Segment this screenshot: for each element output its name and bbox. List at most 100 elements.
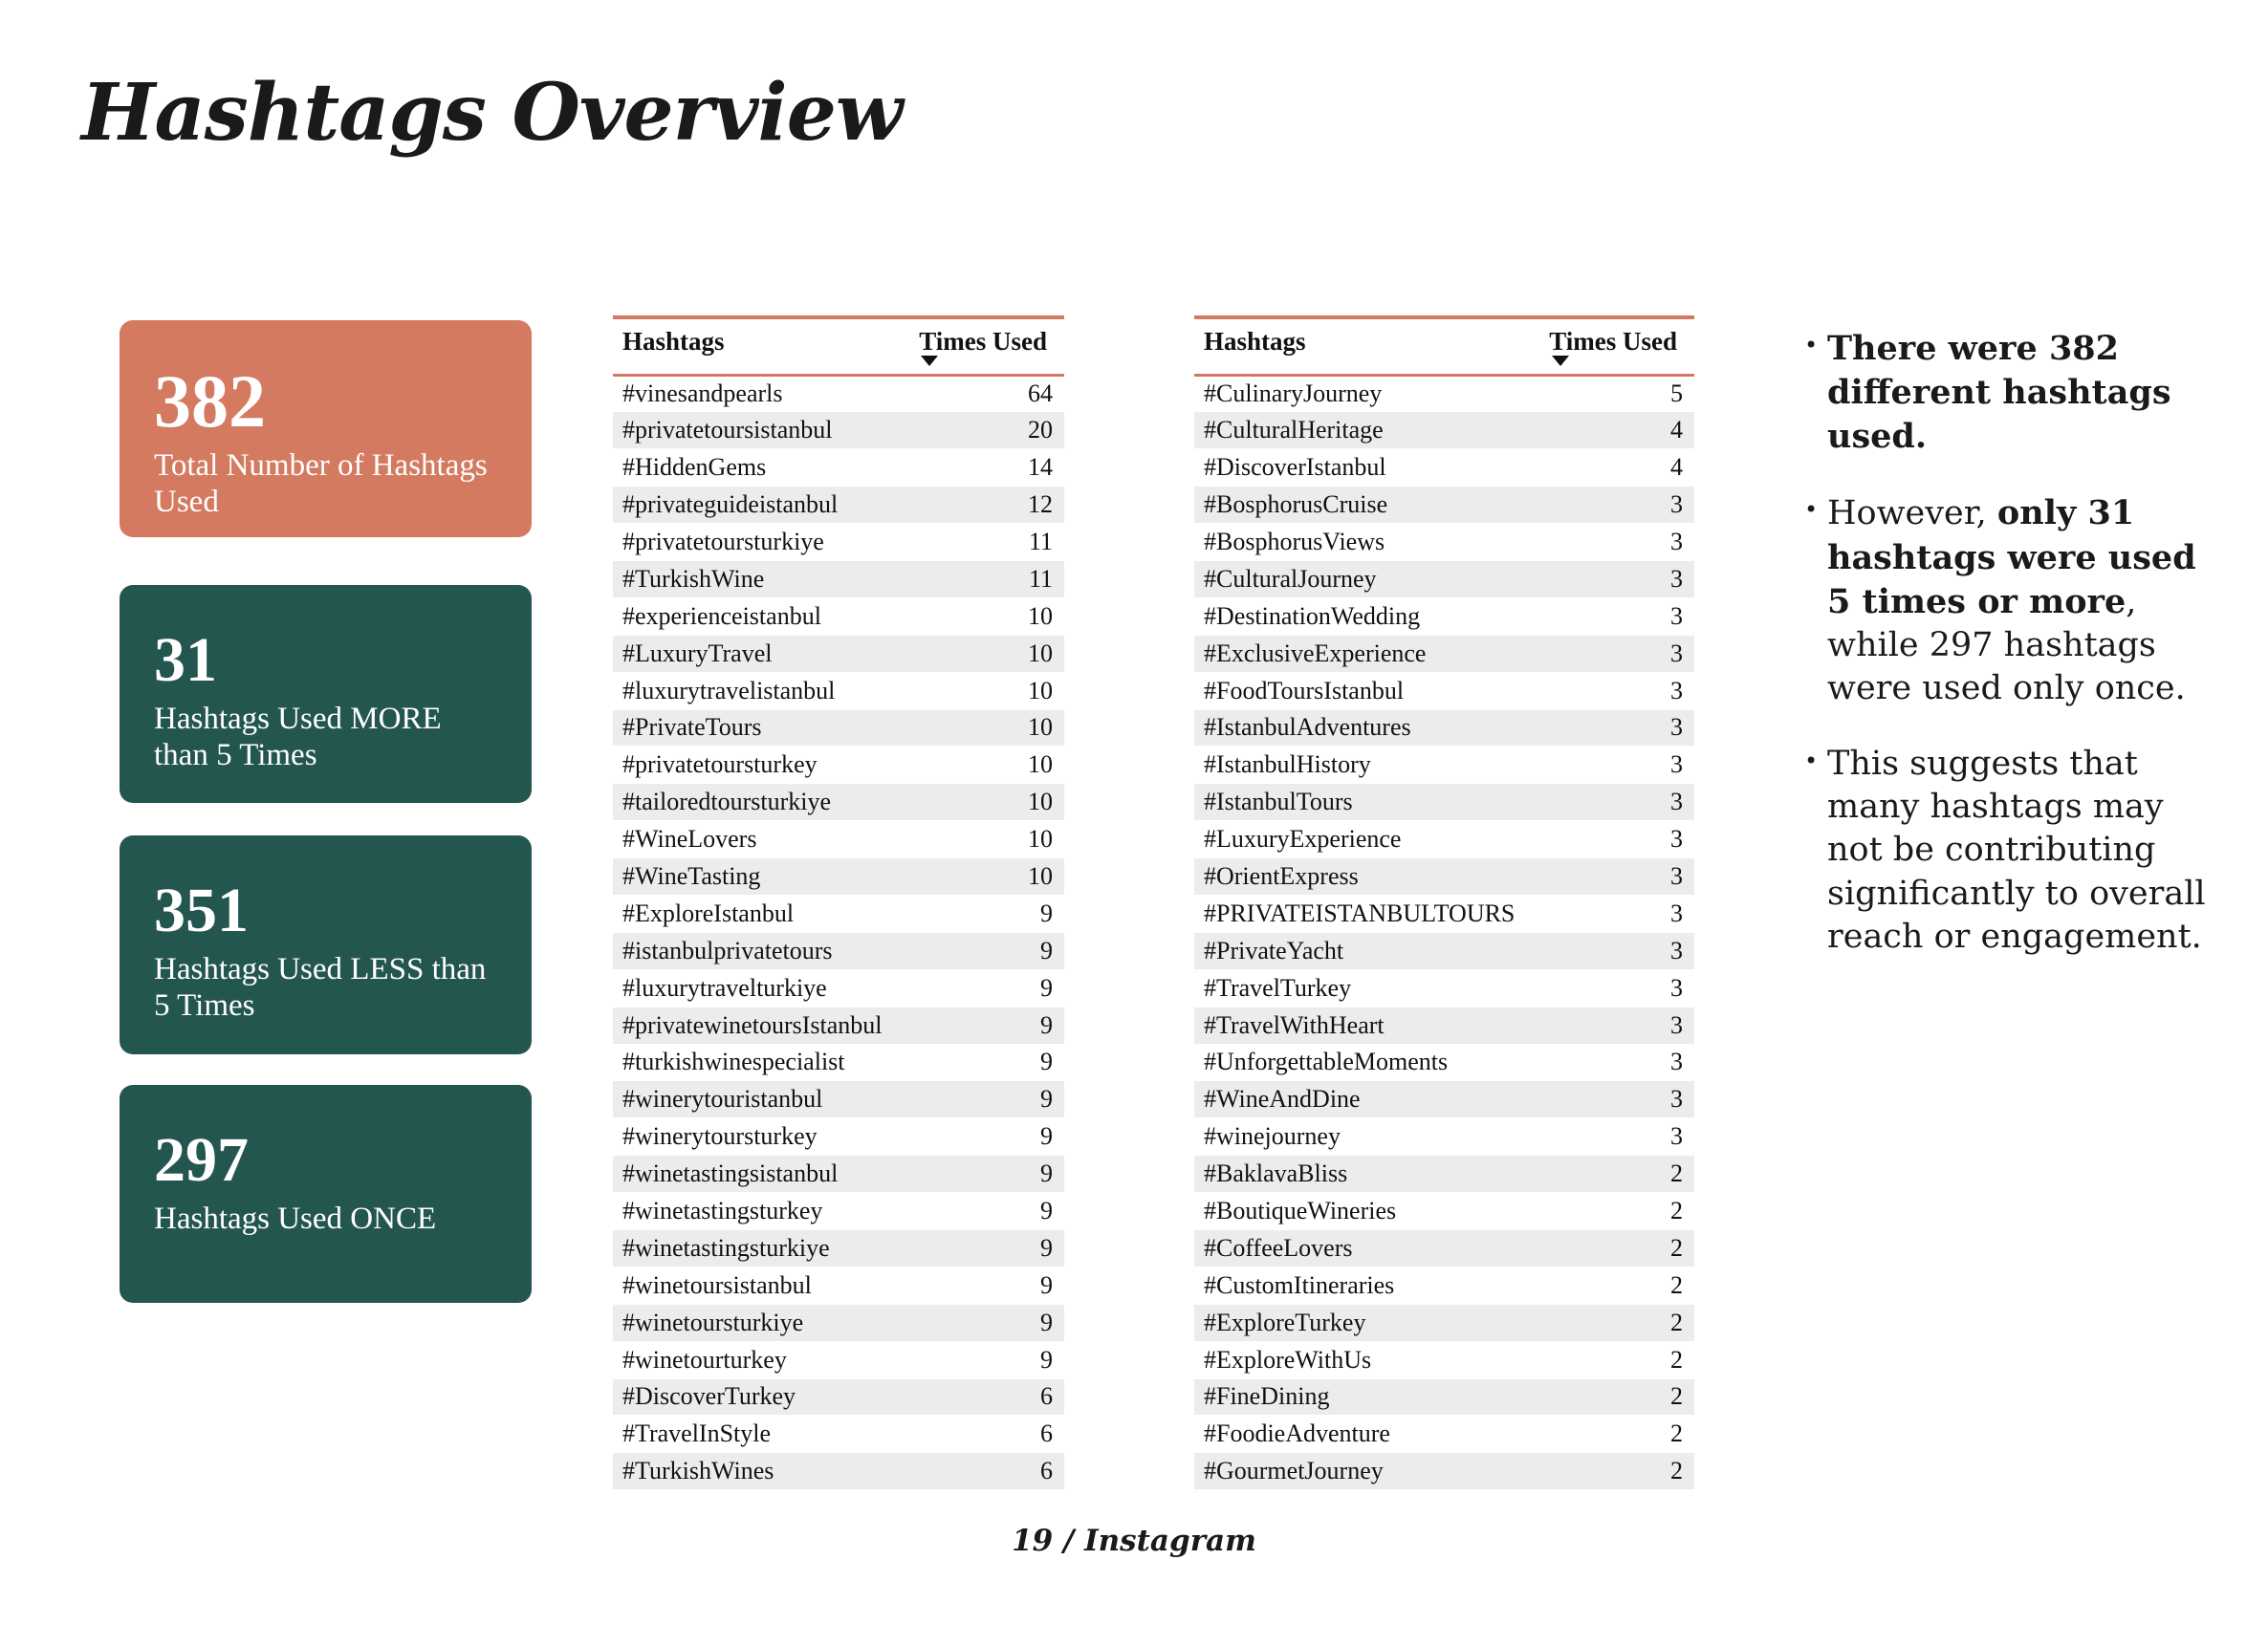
table-row: #WineAndDine 3 xyxy=(1194,1080,1694,1119)
table-row: #privatewinetoursIstanbul 9 xyxy=(613,1007,1064,1045)
times-used-cell: 3 xyxy=(1535,932,1694,970)
hashtag-cell: #winejourney xyxy=(1194,1117,1536,1157)
hashtag-cell: #WineTasting xyxy=(613,857,904,896)
hashtag-cell: #IstanbulAdventures xyxy=(1194,709,1536,748)
table-row: #turkishwinespecialist 9 xyxy=(613,1044,1064,1082)
hashtag-cell: #BaklavaBliss xyxy=(1194,1155,1536,1194)
stat-label: Hashtags Used MORE than 5 Times xyxy=(154,702,442,772)
times-used-cell: 9 xyxy=(903,1044,1064,1082)
times-used-cell: 9 xyxy=(903,1007,1064,1045)
times-used-cell: 3 xyxy=(1535,672,1694,710)
table-row: #IstanbulAdventures 3 xyxy=(1194,709,1694,748)
hashtag-table-left: Hashtags Times Used #vinesandpearls 64 #pr… xyxy=(613,315,1064,1491)
times-used-cell: 3 xyxy=(1535,635,1694,673)
table-row: #FoodieAdventure 2 xyxy=(1194,1415,1694,1454)
table-row: #winetourturkey 9 xyxy=(613,1341,1064,1379)
insight-bullet: There were 382 different hashtags used. xyxy=(1804,327,2225,459)
times-used-cell: 3 xyxy=(1535,969,1694,1008)
hashtag-cell: #istanbulprivatetours xyxy=(613,932,904,970)
times-used-cell: 64 xyxy=(903,375,1064,413)
hashtag-cell: #turkishwinespecialist xyxy=(613,1044,904,1082)
hashtag-cell: #winerytoursturkey xyxy=(613,1117,904,1157)
hashtag-cell: #FineDining xyxy=(1194,1378,1536,1417)
times-used-cell: 10 xyxy=(903,635,1064,673)
hashtag-cell: #FoodieAdventure xyxy=(1194,1415,1536,1454)
table-row: #privatetoursistanbul 20 xyxy=(613,411,1064,450)
times-used-cell: 10 xyxy=(903,783,1064,822)
times-used-cell: 2 xyxy=(1535,1341,1694,1379)
stat-value: 351 xyxy=(154,876,249,945)
table-row: #FineDining 2 xyxy=(1194,1378,1694,1417)
table-row: #DiscoverTurkey 6 xyxy=(613,1378,1064,1417)
stat-card-used-once: 297 Hashtags Used ONCE xyxy=(120,1085,532,1303)
hashtag-cell: #winetoursistanbul xyxy=(613,1267,904,1305)
table-row: #CulinaryJourney 5 xyxy=(1194,375,1694,413)
hashtag-cell: #BosphorusViews xyxy=(1194,523,1536,561)
table-row: #DiscoverIstanbul 4 xyxy=(1194,448,1694,488)
table-row: #BosphorusCruise 3 xyxy=(1194,486,1694,525)
times-used-cell: 10 xyxy=(903,857,1064,896)
hashtag-cell: #tailoredtoursturkiye xyxy=(613,783,904,822)
table-row: #privatetoursturkiye 11 xyxy=(613,523,1064,561)
sort-descending-icon[interactable] xyxy=(1552,355,1570,366)
table-row: #HiddenGems 14 xyxy=(613,448,1064,488)
times-used-cell: 2 xyxy=(1535,1378,1694,1417)
times-used-cell: 3 xyxy=(1535,1044,1694,1082)
table-row: #luxurytravelistanbul 10 xyxy=(613,672,1064,710)
hashtag-cell: #LuxuryTravel xyxy=(613,635,904,673)
sort-descending-icon[interactable] xyxy=(920,355,938,366)
hashtag-cell: #WineAndDine xyxy=(1194,1080,1536,1119)
insight-text: only 31 hashtags were used 5 times or mo… xyxy=(1827,493,2196,621)
table-header-row: Hashtags Times Used xyxy=(613,315,1064,377)
times-used-cell: 11 xyxy=(903,560,1064,598)
stat-card-used-less-than-5: 351 Hashtags Used LESS than 5 Times xyxy=(120,835,532,1054)
column-header-hashtags[interactable]: Hashtags xyxy=(1194,315,1536,377)
column-header-times-used[interactable]: Times Used xyxy=(1535,315,1694,377)
hashtag-cell: #TurkishWine xyxy=(613,560,904,598)
times-used-cell: 3 xyxy=(1535,486,1694,525)
insight-bullet: This suggests that many hashtags may not… xyxy=(1804,743,2225,959)
hashtag-cell: #privatewinetoursIstanbul xyxy=(613,1007,904,1045)
insight-bullet: However, only 31 hashtags were used 5 ti… xyxy=(1804,491,2225,710)
hashtag-cell: #DiscoverTurkey xyxy=(613,1378,904,1417)
times-used-cell: 2 xyxy=(1535,1192,1694,1230)
table-row: #ExploreWithUs 2 xyxy=(1194,1341,1694,1379)
hashtag-cell: #LuxuryExperience xyxy=(1194,820,1536,859)
column-header-times-used[interactable]: Times Used xyxy=(903,315,1064,377)
table-row: #winejourney 3 xyxy=(1194,1117,1694,1157)
table-row: #istanbulprivatetours 9 xyxy=(613,932,1064,970)
times-used-cell: 2 xyxy=(1535,1267,1694,1305)
hashtag-cell: #winetastingsturkiye xyxy=(613,1229,904,1268)
times-used-cell: 10 xyxy=(903,709,1064,748)
times-used-cell: 4 xyxy=(1535,411,1694,450)
hashtag-cell: #CustomItineraries xyxy=(1194,1267,1536,1305)
times-used-cell: 10 xyxy=(903,746,1064,785)
hashtag-cell: #luxurytravelturkiye xyxy=(613,969,904,1008)
table-row: #WineLovers 10 xyxy=(613,820,1064,859)
hashtag-cell: #IstanbulTours xyxy=(1194,783,1536,822)
table-row: #GourmetJourney 2 xyxy=(1194,1452,1694,1491)
insight-text: , while 297 hashtags were used only once… xyxy=(1827,582,2186,707)
table-row: #ExploreTurkey 2 xyxy=(1194,1304,1694,1342)
hashtag-cell: #WineLovers xyxy=(613,820,904,859)
table-row: #CustomItineraries 2 xyxy=(1194,1267,1694,1305)
times-used-cell: 2 xyxy=(1535,1452,1694,1491)
table-row: #TurkishWine 11 xyxy=(613,560,1064,598)
table-row: #TravelWithHeart 3 xyxy=(1194,1007,1694,1045)
times-used-cell: 3 xyxy=(1535,1080,1694,1119)
hashtag-cell: #winetastingsturkey xyxy=(613,1192,904,1230)
column-header-label: Times Used xyxy=(1549,327,1677,356)
times-used-cell: 3 xyxy=(1535,746,1694,785)
hashtag-cell: #ExploreWithUs xyxy=(1194,1341,1536,1379)
table-row: #DestinationWedding 3 xyxy=(1194,597,1694,636)
hashtag-cell: #PRIVATEISTANBULTOURS xyxy=(1194,895,1536,933)
page-title: Hashtags Overview xyxy=(81,67,903,159)
hashtag-cell: #IstanbulHistory xyxy=(1194,746,1536,785)
times-used-cell: 9 xyxy=(903,895,1064,933)
table-row: #winetoursistanbul 9 xyxy=(613,1267,1064,1305)
column-header-hashtags[interactable]: Hashtags xyxy=(613,315,904,377)
table-row: #FoodToursIstanbul 3 xyxy=(1194,672,1694,710)
table-row: #WineTasting 10 xyxy=(613,857,1064,896)
times-used-cell: 2 xyxy=(1535,1304,1694,1342)
hashtag-cell: #PrivateTours xyxy=(613,709,904,748)
